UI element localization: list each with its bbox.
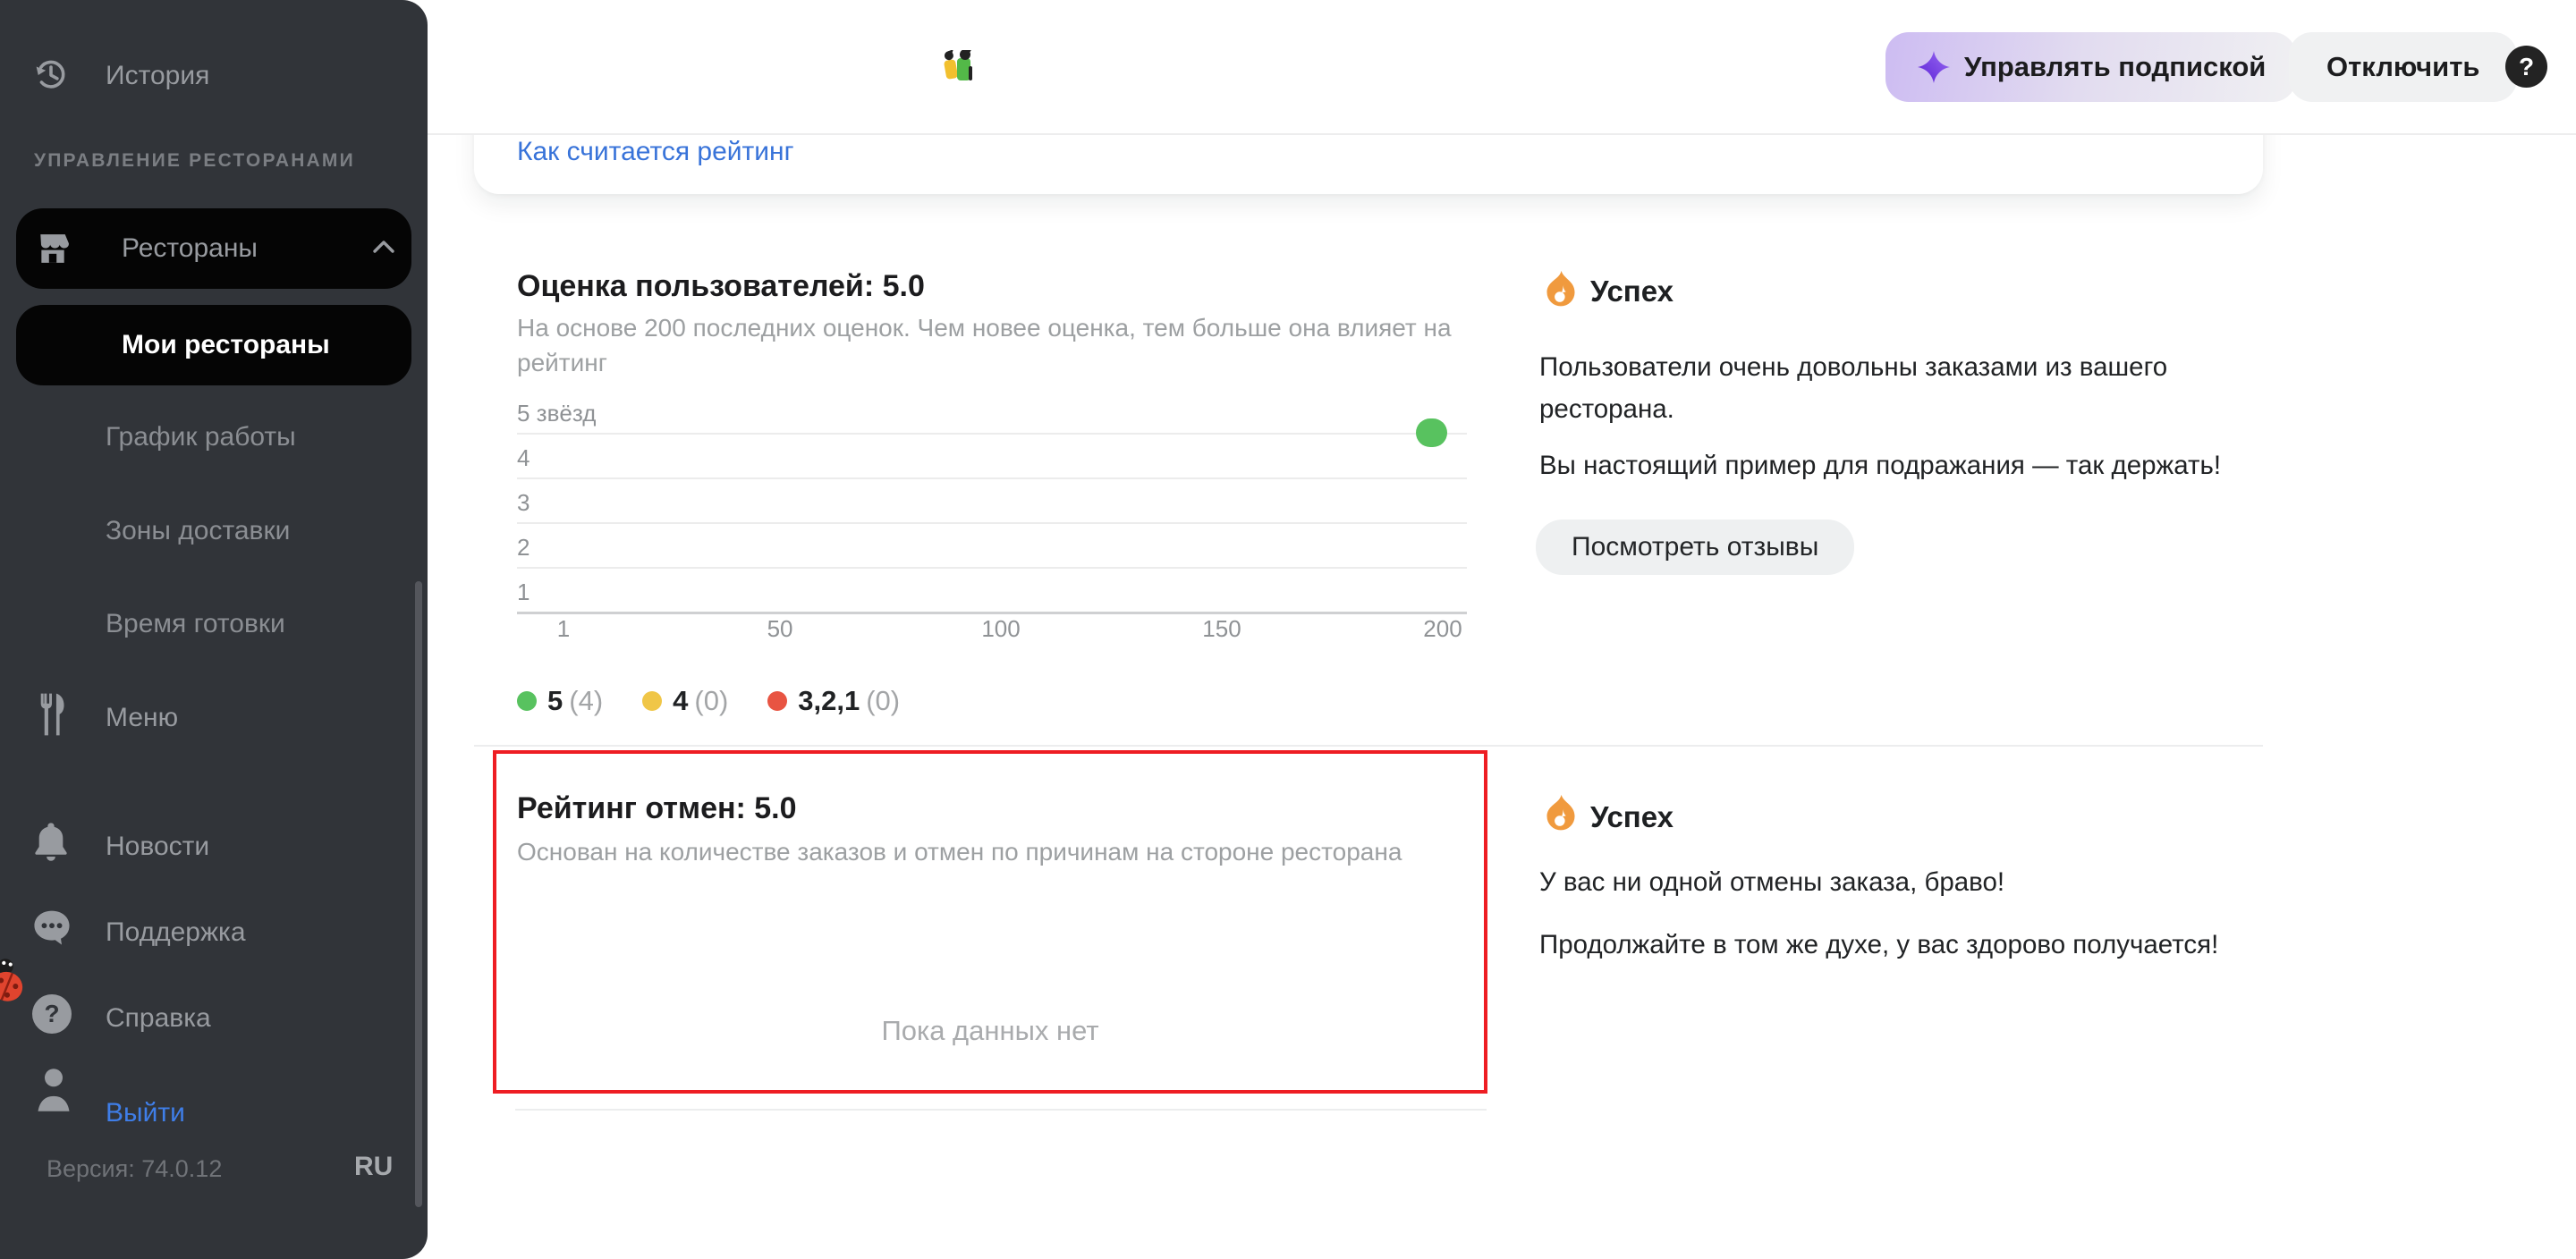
- x-axis-label: 100: [981, 615, 1021, 642]
- help-icon: ?: [2518, 52, 2535, 80]
- sidebar-item-logout-label: Выйти: [106, 1098, 185, 1128]
- sidebar-item-restaurants-label: Рестораны: [122, 233, 258, 263]
- legend-label: 4: [673, 685, 689, 716]
- sidebar-item-history[interactable]: История: [0, 50, 411, 97]
- y-axis-label: 4: [517, 444, 530, 471]
- cancel-rating-highlight-box: [493, 750, 1487, 1094]
- legend-label: 3,2,1: [798, 685, 860, 716]
- duo-logo-icon: [944, 50, 972, 80]
- sidebar-item-restaurants[interactable]: Рестораны: [16, 208, 411, 289]
- chart-row: 4: [517, 435, 1467, 479]
- legend-count: (0): [694, 685, 729, 716]
- cancel-rating-subtitle: Основан на количестве заказов и отмен по…: [517, 838, 1402, 866]
- bell-icon: [35, 823, 67, 861]
- history-icon: [36, 60, 65, 89]
- success-reviews-badge: Успех: [1590, 275, 1674, 308]
- rating-info-card: Как считается рейтинг: [474, 135, 2263, 194]
- sidebar-item-my-restaurants[interactable]: Мои рестораны: [16, 305, 411, 385]
- x-axis-label: 1: [556, 615, 571, 642]
- flame-icon: [1546, 270, 1575, 307]
- user-rating-title: Оценка пользователей: 5.0: [517, 269, 925, 303]
- legend-dot: [767, 691, 788, 711]
- top-header: Управлять подпиской Отключить ?: [0, 0, 2576, 135]
- app-version: Версия: 74.0.12: [47, 1155, 223, 1182]
- sidebar-item-news[interactable]: Новости: [0, 817, 411, 871]
- sidebar-item-delivery-zones[interactable]: Зоны доставки: [106, 516, 291, 545]
- section-divider: [474, 745, 2263, 747]
- sidebar-item-menu[interactable]: Меню: [0, 689, 411, 742]
- sidebar-item-my-restaurants-label: Мои рестораны: [122, 330, 330, 359]
- chart-row: 3: [517, 479, 1467, 524]
- y-axis-label: 5 звёзд: [517, 400, 597, 427]
- view-reviews-label: Посмотреть отзывы: [1572, 532, 1819, 562]
- success-reviews-line2: Вы настоящий пример для подражания — так…: [1539, 451, 2222, 480]
- sidebar-item-help[interactable]: ? Справка: [0, 989, 411, 1043]
- chevron-up-icon: [373, 241, 394, 253]
- x-axis-label: 200: [1423, 615, 1462, 642]
- rating-chart: 5 звёзд 4 3 2 1 1 50 100 150 200 5 (4) 4 (0) 3,2,1 (0…: [517, 390, 1467, 730]
- disconnect-label: Отключить: [2326, 51, 2480, 82]
- sidebar-item-logout[interactable]: Выйти: [0, 1060, 411, 1141]
- x-axis-label: 150: [1202, 615, 1241, 642]
- legend-item: 5 (4): [517, 685, 603, 717]
- fork-knife-icon: [40, 693, 64, 736]
- empty-state-text: Пока данных нет: [881, 1015, 1099, 1046]
- sidebar-section-label: УПРАВЛЕНИЕ РЕСТОРАНАМИ: [34, 150, 355, 171]
- flame-icon: [1546, 794, 1575, 831]
- sidebar-item-menu-label: Меню: [106, 703, 179, 732]
- manage-subscription-button[interactable]: Управлять подпиской: [1885, 32, 2297, 102]
- y-axis-label: 1: [517, 579, 530, 605]
- cancel-rating-title: Рейтинг отмен: 5.0: [517, 791, 797, 825]
- chart-row: 5 звёзд: [517, 390, 1467, 435]
- legend-dot: [517, 691, 537, 711]
- question-circle-icon: ?: [32, 994, 72, 1034]
- chart-row: 1: [517, 569, 1467, 614]
- success-cancels-line1: У вас ни одной отмены заказа, браво!: [1539, 867, 2005, 897]
- header-help-button[interactable]: ?: [2505, 46, 2547, 88]
- chat-icon: [34, 910, 70, 945]
- chart-row: 2: [517, 524, 1467, 569]
- how-rating-counted-link[interactable]: Как считается рейтинг: [517, 137, 794, 166]
- legend-dot: [642, 691, 663, 711]
- bottom-divider: [515, 1109, 1487, 1111]
- sparkle-icon: [1918, 51, 1950, 83]
- legend-item: 4 (0): [642, 685, 728, 717]
- y-axis-label: 2: [517, 534, 530, 561]
- view-reviews-button[interactable]: Посмотреть отзывы: [1536, 520, 1855, 575]
- rating-chart-xaxis: 1 50 100 150 200: [517, 615, 1467, 651]
- user-rating-subtitle: На основе 200 последних оценок. Чем нове…: [517, 314, 1452, 376]
- success-reviews-line1: Пользователи очень довольны заказами из …: [1539, 352, 2168, 424]
- chart-marker-5: [1416, 418, 1447, 447]
- sidebar-item-prep-time[interactable]: Время готовки: [106, 609, 285, 638]
- sidebar-scrollbar[interactable]: [415, 581, 422, 1207]
- legend-count: (0): [866, 685, 901, 716]
- manage-subscription-label: Управлять подпиской: [1964, 51, 2267, 82]
- legend-label: 5: [547, 685, 564, 716]
- x-axis-label: 50: [767, 615, 793, 642]
- main-content: Как считается рейтинг Оценка пользовател…: [428, 135, 2576, 1259]
- success-cancels-badge: Успех: [1590, 800, 1674, 833]
- sidebar-item-news-label: Новости: [106, 832, 210, 861]
- success-cancels-line2: Продолжайте в том же духе, у вас здорово…: [1539, 930, 2219, 959]
- rating-chart-legend: 5 (4) 4 (0) 3,2,1 (0): [517, 685, 900, 717]
- person-icon: [38, 1069, 70, 1111]
- sidebar-item-support-label: Поддержка: [106, 917, 246, 947]
- legend-count: (4): [569, 685, 604, 716]
- disconnect-button[interactable]: Отключить: [2289, 32, 2518, 102]
- sidebar: История УПРАВЛЕНИЕ РЕСТОРАНАМИ Рестораны…: [0, 0, 428, 1259]
- sidebar-item-history-label: История: [106, 61, 210, 90]
- sidebar-item-support[interactable]: Поддержка: [0, 903, 411, 957]
- sidebar-item-help-label: Справка: [106, 1003, 211, 1033]
- rating-chart-grid: 5 звёзд 4 3 2 1: [517, 390, 1467, 614]
- storefront-icon: [40, 234, 69, 263]
- ladybug-icon: [0, 959, 23, 1001]
- language-switcher[interactable]: RU: [354, 1152, 394, 1181]
- sidebar-item-schedule[interactable]: График работы: [106, 422, 296, 452]
- legend-item: 3,2,1 (0): [767, 685, 900, 717]
- y-axis-label: 3: [517, 489, 530, 516]
